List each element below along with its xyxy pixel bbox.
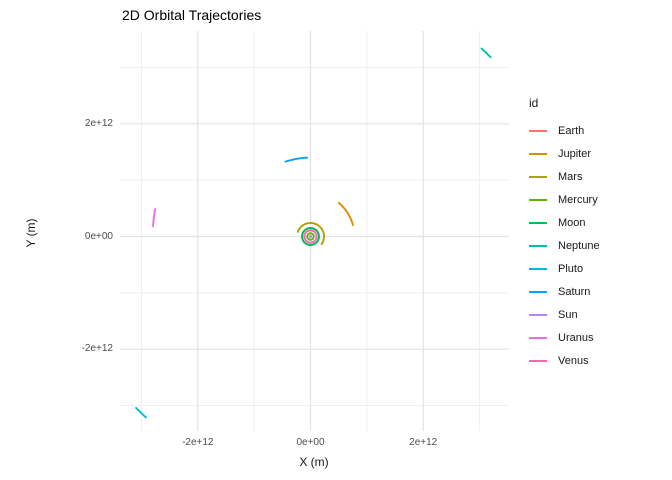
legend-key-line bbox=[529, 313, 547, 316]
series-moon bbox=[301, 227, 320, 246]
legend-key-line bbox=[529, 244, 547, 247]
legend-label: Sun bbox=[558, 308, 578, 321]
series-sun bbox=[308, 234, 313, 239]
legend-label: Uranus bbox=[558, 331, 594, 344]
legend-key-line bbox=[529, 129, 547, 132]
legend-item-pluto: Pluto bbox=[529, 257, 600, 280]
legend-item-earth: Earth bbox=[529, 119, 600, 142]
legend-key-line bbox=[529, 221, 547, 224]
legend-item-jupiter: Jupiter bbox=[529, 142, 600, 165]
y-axis-title: Y (m) bbox=[24, 218, 38, 248]
legend-key-line bbox=[529, 198, 547, 201]
legend-label: Mars bbox=[558, 170, 583, 183]
legend-item-saturn: Saturn bbox=[529, 280, 600, 303]
plot-title: 2D Orbital Trajectories bbox=[122, 7, 262, 23]
x-axis-title: X (m) bbox=[299, 455, 329, 469]
legend-item-venus: Venus bbox=[529, 349, 600, 372]
legend-item-neptune: Neptune bbox=[529, 234, 600, 257]
legend-key-line bbox=[529, 152, 547, 155]
legend-item-mars: Mars bbox=[529, 165, 600, 188]
legend-item-moon: Moon bbox=[529, 211, 600, 234]
series-pluto bbox=[135, 406, 147, 419]
x-tick-label: -2e+12 bbox=[182, 437, 214, 448]
series-venus bbox=[303, 229, 318, 244]
legend-item-sun: Sun bbox=[529, 303, 600, 326]
legend-key-line bbox=[529, 267, 547, 270]
legend-title: id bbox=[529, 96, 539, 110]
series-mercury bbox=[306, 232, 315, 241]
legend-key-line bbox=[529, 359, 547, 362]
legend-label: Saturn bbox=[558, 285, 591, 298]
legend-items: Earth Jupiter Mars Mercury Moon Neptune Pluto S… bbox=[529, 119, 600, 372]
legend-label: Moon bbox=[558, 216, 586, 229]
legend-item-uranus: Uranus bbox=[529, 326, 600, 349]
series-jupiter bbox=[337, 201, 354, 227]
series-mars bbox=[296, 222, 325, 246]
series-neptune bbox=[480, 47, 492, 59]
legend-key-line bbox=[529, 290, 547, 293]
y-tick-label: -2e+12 bbox=[81, 343, 113, 355]
legend-key-line bbox=[529, 336, 547, 339]
y-tick-label: 2e+12 bbox=[84, 117, 113, 129]
series-uranus bbox=[152, 208, 157, 228]
legend-label: Venus bbox=[558, 354, 589, 367]
series-saturn bbox=[284, 156, 309, 163]
legend-item-mercury: Mercury bbox=[529, 188, 600, 211]
legend-label: Earth bbox=[558, 124, 585, 137]
y-tick-label: 0e+00 bbox=[84, 230, 113, 242]
legend: id Earth Jupiter Mars Mercury Moon Neptune Plu… bbox=[529, 96, 600, 372]
x-tick-label: 2e+12 bbox=[409, 437, 438, 448]
legend-label: Mercury bbox=[558, 193, 598, 206]
x-tick-label: 0e+00 bbox=[296, 437, 325, 448]
legend-label: Jupiter bbox=[558, 147, 592, 160]
legend-label: Pluto bbox=[558, 262, 584, 275]
legend-label: Neptune bbox=[558, 239, 600, 252]
legend-key-line bbox=[529, 175, 547, 178]
